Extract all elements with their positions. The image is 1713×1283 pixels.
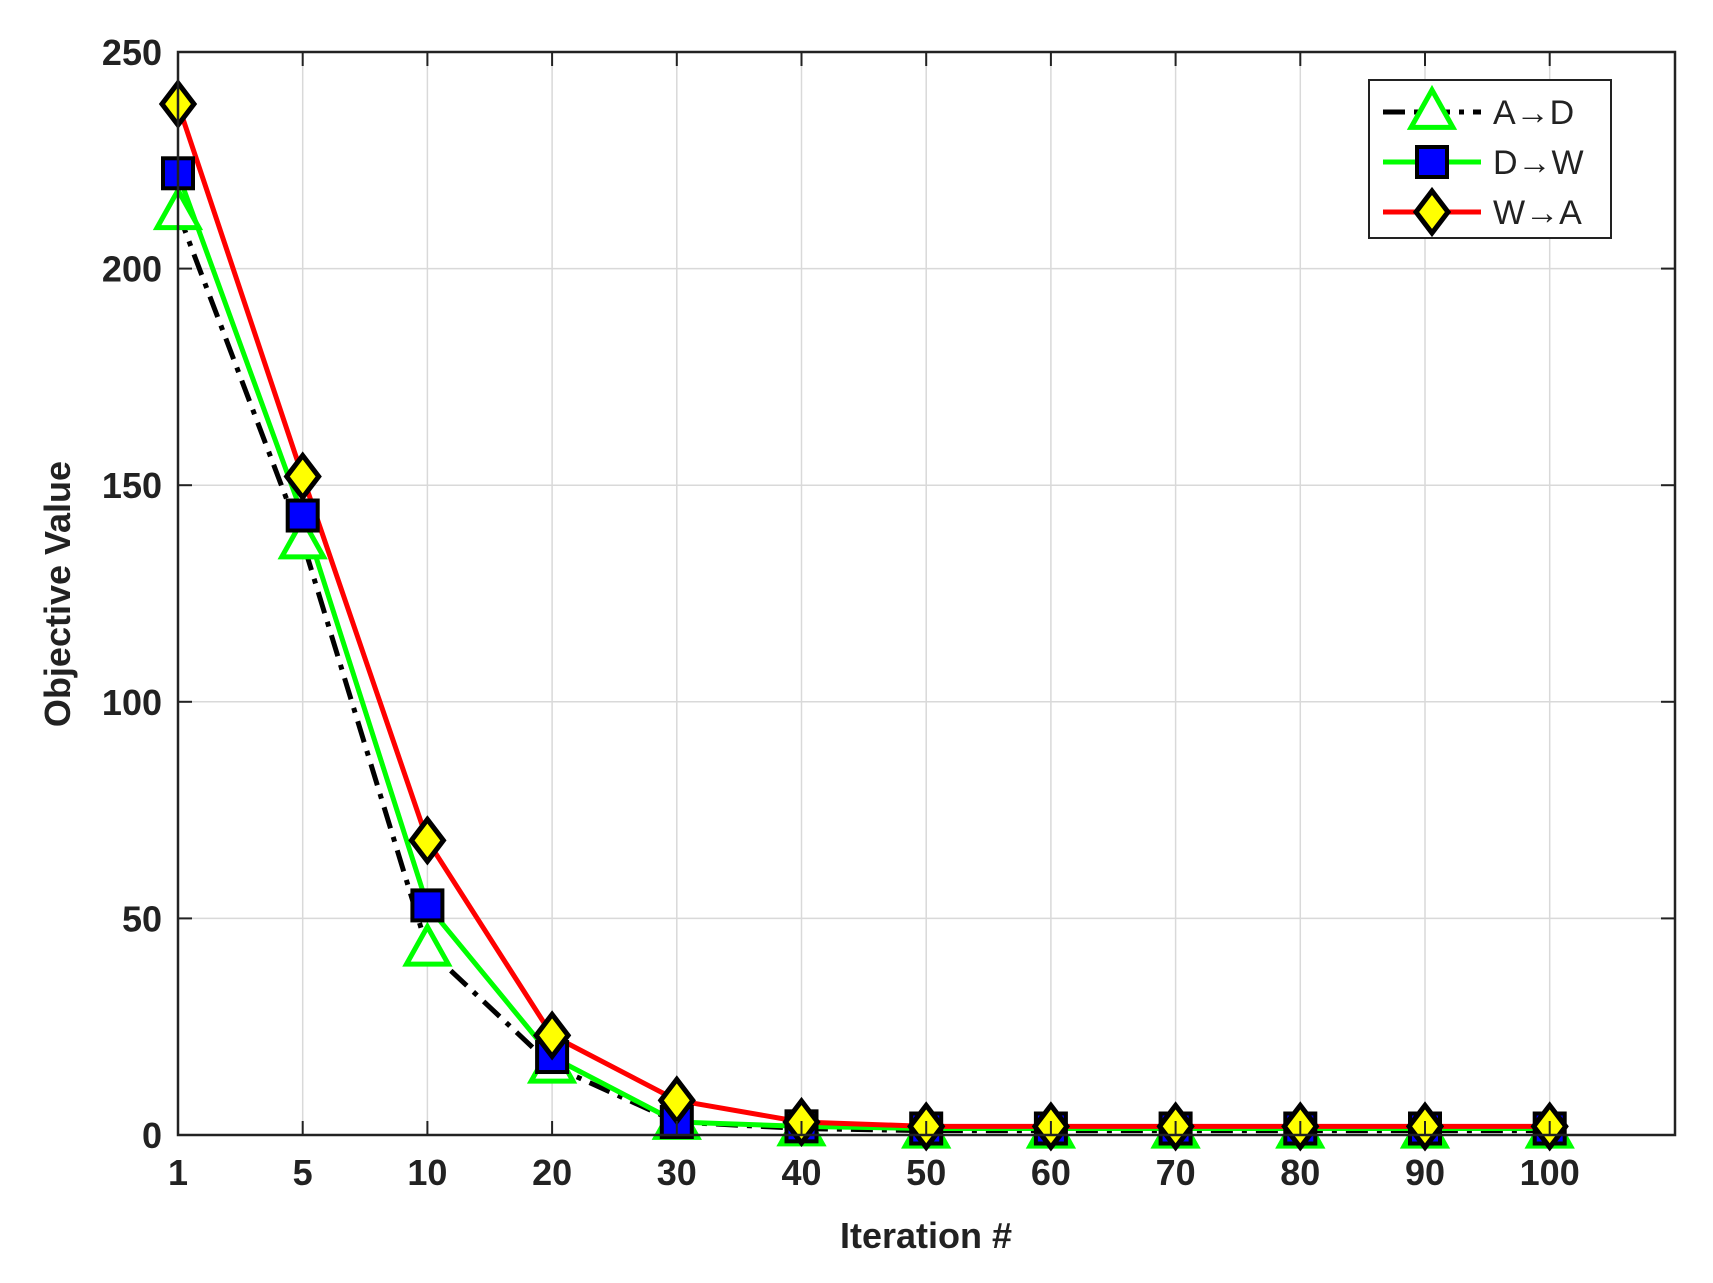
legend-label: A→D xyxy=(1493,94,1574,132)
x-tick-label: 1 xyxy=(168,1152,188,1193)
x-tick-label: 10 xyxy=(407,1152,447,1193)
x-tick-label: 60 xyxy=(1031,1152,1071,1193)
data-point xyxy=(408,815,447,866)
x-tick-label: 90 xyxy=(1405,1152,1445,1193)
y-tick-label: 200 xyxy=(102,249,162,290)
data-point xyxy=(277,514,328,560)
legend-item: D→W xyxy=(1383,144,1584,182)
x-tick-label: 100 xyxy=(1520,1152,1580,1193)
legend: A→D D→W W→A xyxy=(1368,79,1612,239)
y-tick-label: 250 xyxy=(102,32,162,73)
legend-label: D→W xyxy=(1493,144,1584,182)
legend-label: W→A xyxy=(1493,194,1582,232)
y-tick-label: 150 xyxy=(102,465,162,506)
x-axis-label: Iteration # xyxy=(840,1215,1012,1256)
data-point xyxy=(1412,186,1452,238)
data-point xyxy=(1415,145,1449,179)
series-3-markers xyxy=(158,78,1569,1152)
x-tick-label: 40 xyxy=(781,1152,821,1193)
series-line xyxy=(175,103,1550,1129)
data-point xyxy=(1406,84,1458,130)
ticks: 1 5 10 20 30 40 50 60 70 80 90 100 0 50 100 150 200 250 xyxy=(102,32,1675,1193)
x-tick-label: 50 xyxy=(906,1152,946,1193)
series-layer xyxy=(152,78,1575,1152)
data-point xyxy=(402,921,453,967)
legend-item: W→A xyxy=(1383,186,1582,238)
data-point xyxy=(283,451,322,502)
legend-item: A→D xyxy=(1383,84,1574,132)
x-tick-label: 80 xyxy=(1280,1152,1320,1193)
series-3 xyxy=(175,103,1550,1129)
x-tick-label: 20 xyxy=(532,1152,572,1193)
data-point xyxy=(285,498,320,533)
x-tick-label: 5 xyxy=(293,1152,313,1193)
x-tick-label: 30 xyxy=(657,1152,697,1193)
data-point xyxy=(410,888,445,923)
data-point xyxy=(532,1010,572,1061)
y-tick-label: 0 xyxy=(142,1115,162,1156)
y-tick-label: 50 xyxy=(122,898,162,939)
y-tick-label: 100 xyxy=(102,682,162,723)
y-axis-label: Objective Value xyxy=(37,461,78,727)
grid xyxy=(178,52,1675,1135)
x-tick-label: 70 xyxy=(1156,1152,1196,1193)
